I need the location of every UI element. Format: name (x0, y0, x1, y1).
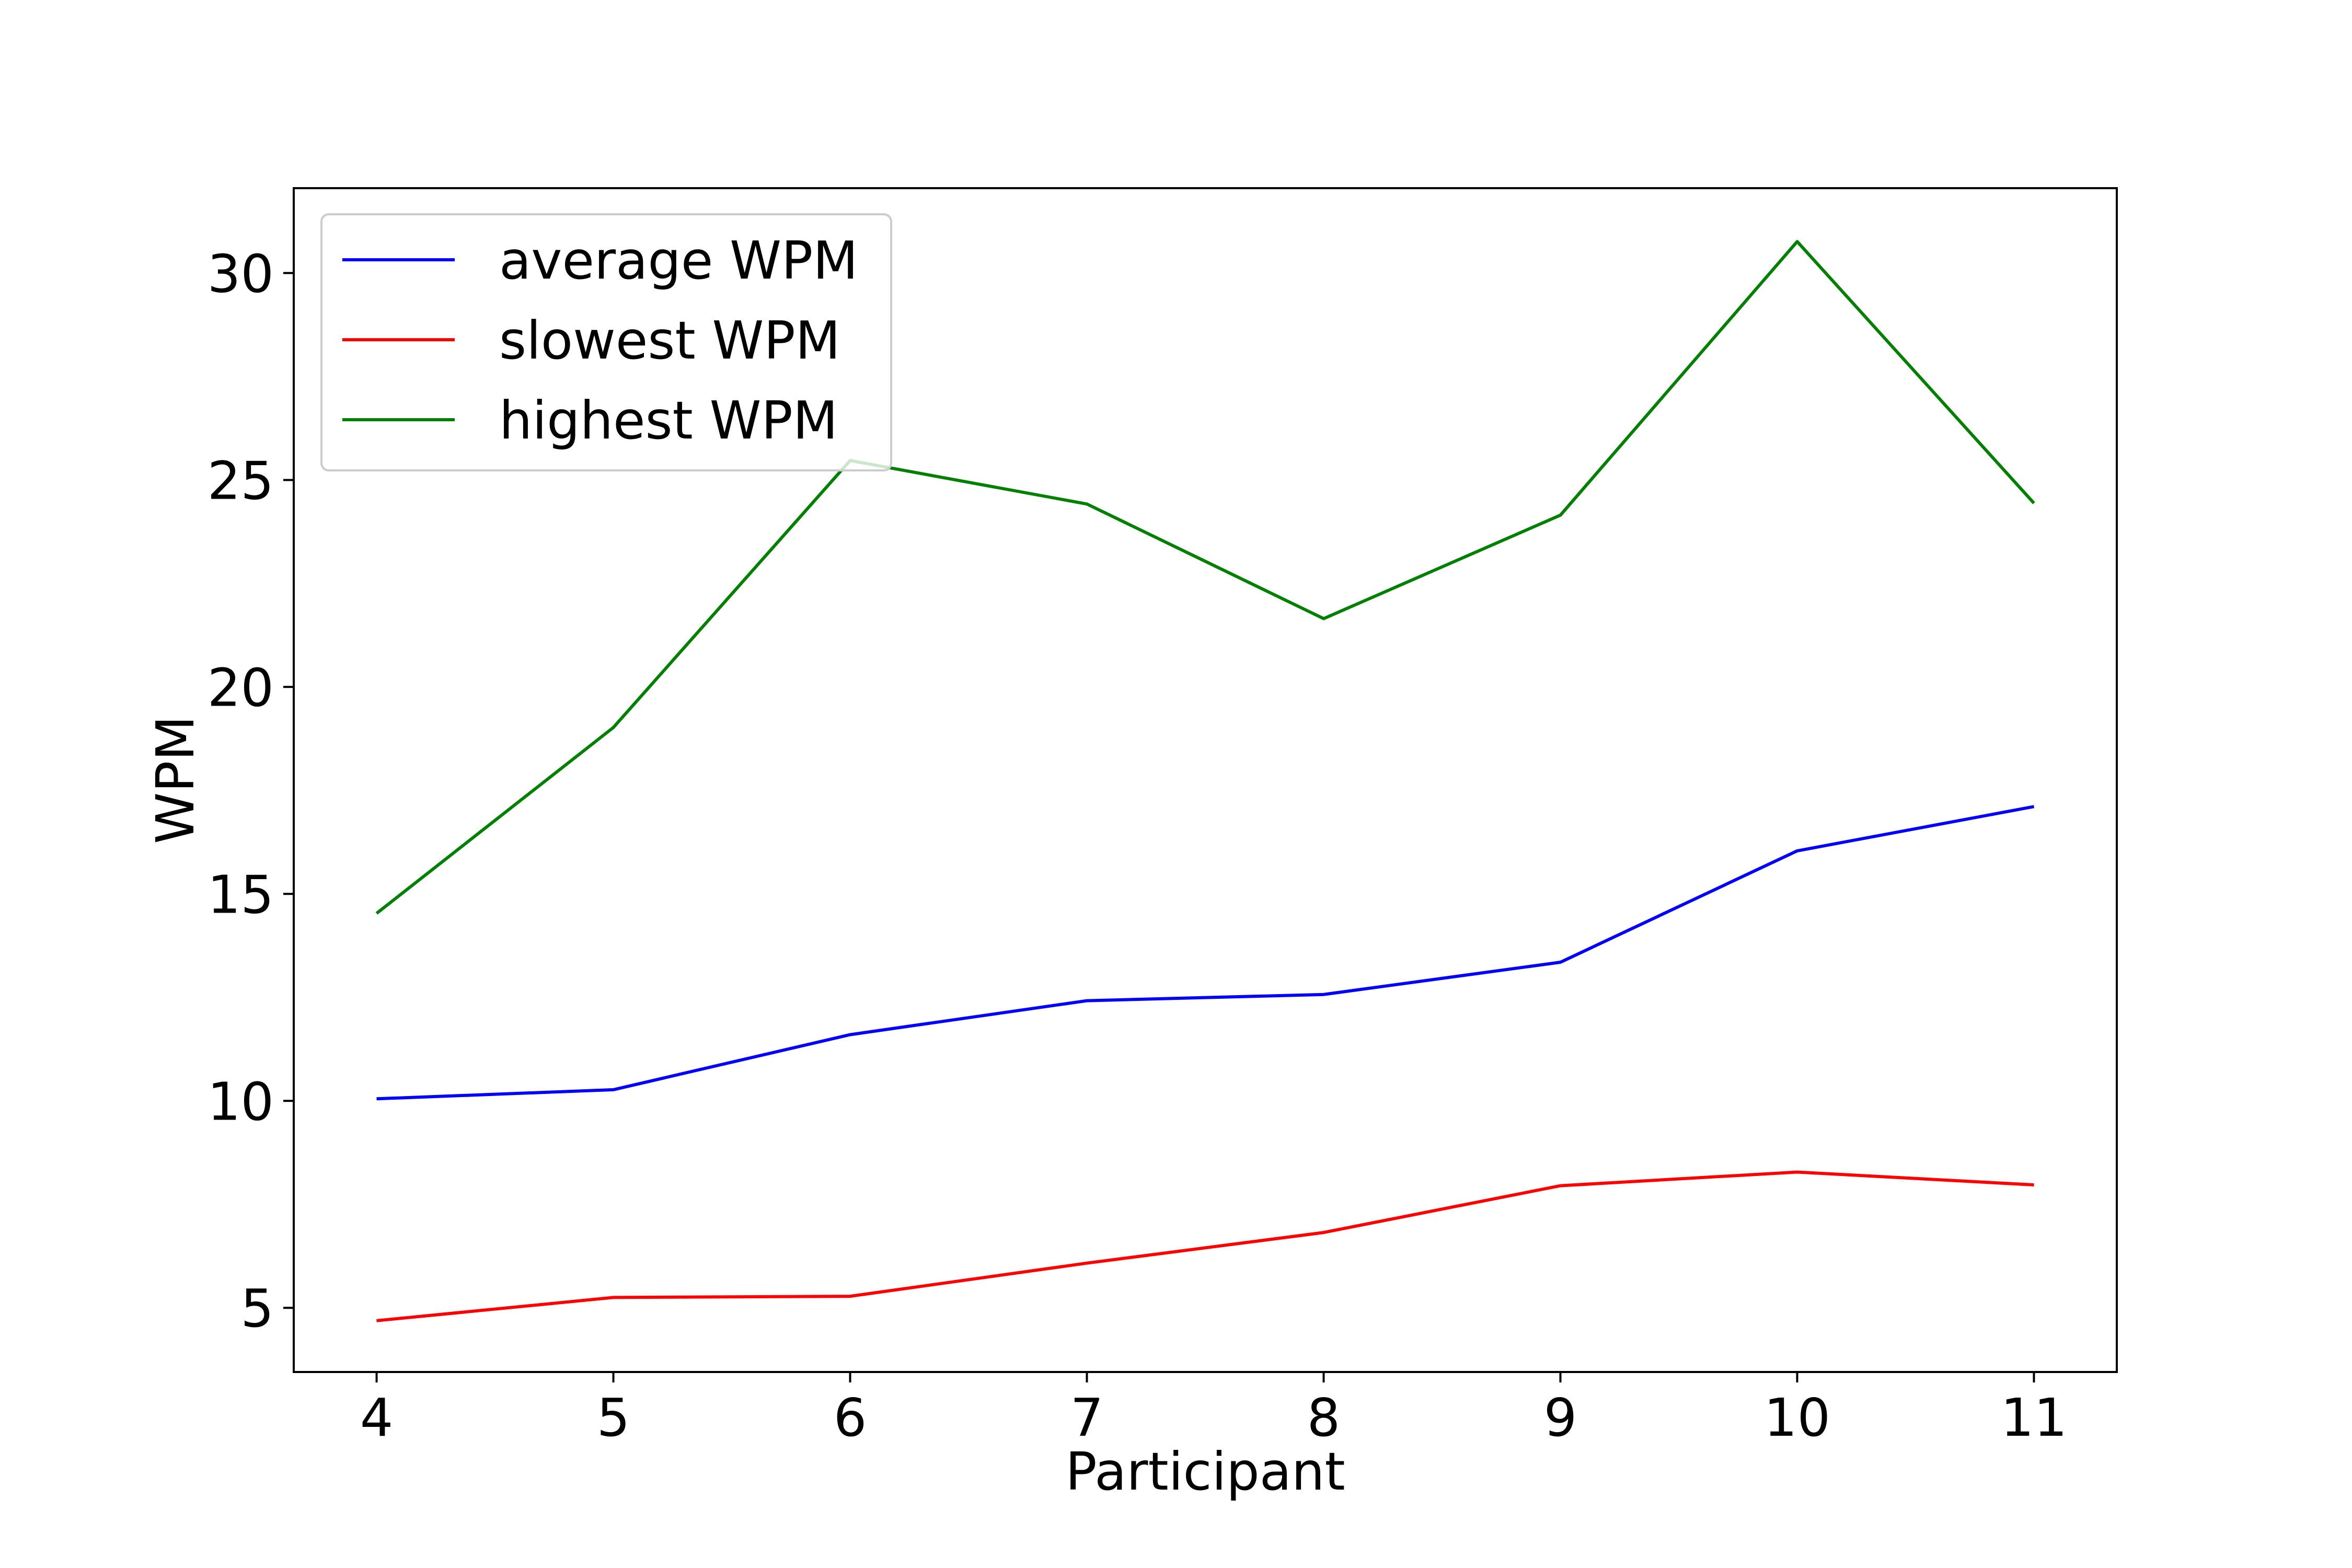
y-tick-label: 15 (207, 864, 274, 925)
plot-area-frame (293, 187, 2118, 1373)
x-tick-label: 8 (1307, 1387, 1341, 1448)
y-tick-label: 5 (240, 1278, 274, 1339)
legend-label-0: average WPM (499, 230, 858, 291)
x-axis: 4 5 6 7 8 9 10 11 (360, 1372, 2067, 1448)
legend-box (320, 213, 892, 471)
x-axis-title: Participant (1065, 1441, 1345, 1502)
y-tick-label: 30 (207, 243, 274, 304)
series-line-0 (376, 805, 2035, 1101)
legend: average WPM slowest WPM highest WPM (320, 213, 892, 471)
legend-items: average WPM slowest WPM highest WPM (342, 230, 858, 451)
y-tick-label: 20 (207, 657, 274, 718)
y-tick-label: 10 (207, 1071, 274, 1132)
x-tick-label: 5 (597, 1387, 630, 1448)
legend-label-2: highest WPM (499, 390, 838, 451)
series-layer (375, 240, 2035, 1322)
x-tick-label: 11 (2001, 1387, 2067, 1448)
legend-label-1: slowest WPM (499, 310, 840, 371)
y-axis-title: WPM (145, 716, 206, 844)
y-axis: 5 10 15 20 25 30 (207, 243, 294, 1339)
x-tick-label: 6 (834, 1387, 867, 1448)
x-tick-label: 9 (1544, 1387, 1577, 1448)
x-tick-label: 10 (1764, 1387, 1830, 1448)
y-tick-label: 25 (207, 450, 274, 511)
x-tick-label: 7 (1070, 1387, 1104, 1448)
series-line-1 (376, 1170, 2034, 1322)
x-tick-label: 4 (360, 1387, 394, 1448)
series-line-2 (375, 240, 2035, 915)
